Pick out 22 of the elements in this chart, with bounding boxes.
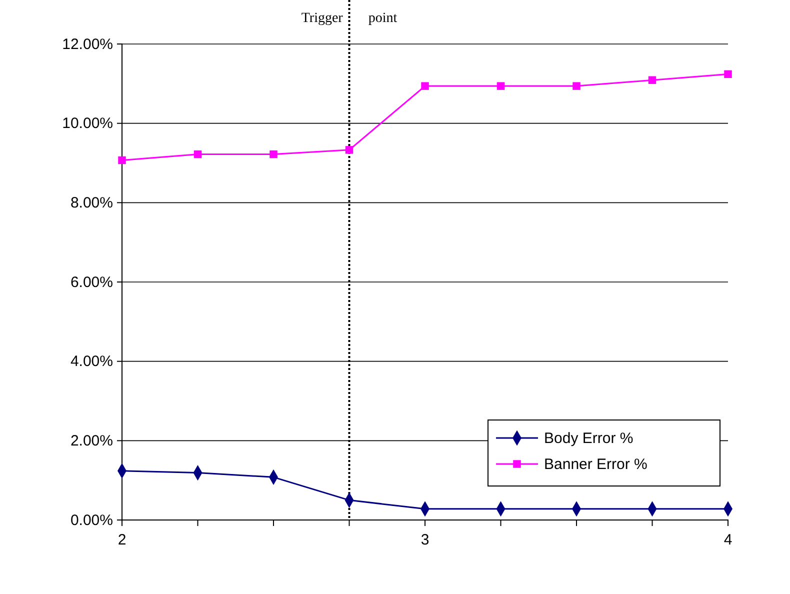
- point: [194, 150, 202, 158]
- y-tick-label: 12.00%: [62, 36, 113, 53]
- y-tick-label: 8.00%: [70, 194, 113, 212]
- point: [724, 70, 732, 78]
- point: [648, 76, 656, 84]
- x-tick-label: 3: [420, 532, 430, 549]
- y-tick-label: 0.00%: [70, 512, 113, 529]
- point: [572, 82, 580, 90]
- x-tick-label: 2: [118, 532, 126, 549]
- point: [496, 82, 505, 90]
- point: [421, 82, 429, 90]
- point: [345, 146, 354, 154]
- y-tick-label: 6.00%: [70, 274, 113, 291]
- y-tick-label: 4.00%: [70, 353, 113, 370]
- y-tick-label: 10.00%: [62, 115, 113, 132]
- y-tick-label: 2.00%: [70, 432, 113, 450]
- point: [270, 150, 278, 158]
- legend-label: Banner Error %: [544, 456, 648, 473]
- legend-label: Body Error %: [544, 430, 634, 447]
- point: [118, 156, 126, 164]
- ref-line-label: Trigger point: [301, 11, 398, 26]
- x-tick-label: 4: [724, 532, 732, 549]
